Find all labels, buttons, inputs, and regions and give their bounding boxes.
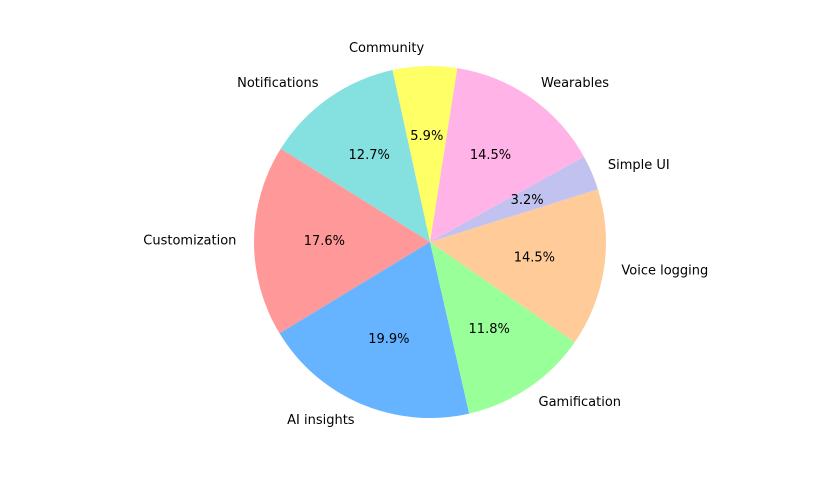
value-label-customization: 17.6%	[304, 234, 345, 249]
value-label-voice-logging: 14.5%	[514, 250, 555, 265]
slice-gamification	[430, 242, 575, 414]
pie-labels: Customization 17.6% AI insights 19.9% Gamifi…	[143, 41, 708, 428]
value-label-community: 5.9%	[410, 129, 443, 144]
slice-simple-ui	[430, 156, 598, 242]
label-simple-ui: Simple UI	[608, 158, 670, 173]
label-notifications: Notifications	[237, 76, 319, 91]
label-wearables: Wearables	[541, 76, 609, 91]
slice-voice-logging	[430, 189, 607, 343]
value-label-simple-ui: 3.2%	[511, 193, 544, 208]
label-gamification: Gamification	[539, 395, 622, 410]
slice-wearables	[430, 68, 584, 243]
slice-ai-insights	[279, 242, 470, 418]
label-community: Community	[349, 41, 425, 56]
value-label-wearables: 14.5%	[470, 148, 511, 163]
slice-notifications	[280, 70, 430, 242]
label-customization: Customization	[143, 233, 236, 248]
value-label-ai-insights: 19.9%	[368, 332, 409, 347]
pie-slices	[253, 66, 607, 418]
label-ai-insights: AI insights	[287, 413, 355, 428]
value-label-notifications: 12.7%	[349, 148, 390, 163]
value-label-gamification: 11.8%	[469, 322, 510, 337]
slice-community	[392, 66, 458, 242]
slice-customization	[253, 148, 430, 334]
label-voice-logging: Voice logging	[621, 264, 708, 279]
